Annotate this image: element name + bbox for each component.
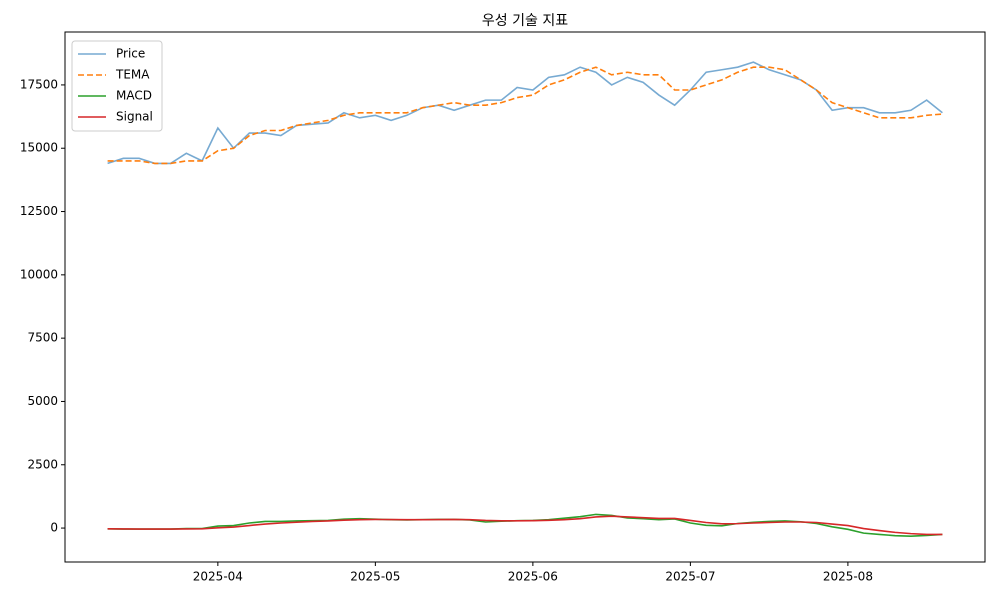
y-tick-label: 5000 (27, 394, 58, 408)
x-tick-label: 2025-06 (508, 570, 558, 584)
y-tick-label: 12500 (20, 204, 58, 218)
y-tick-label: 10000 (20, 267, 58, 281)
legend-label: Signal (116, 110, 153, 124)
series-line (107, 66, 943, 165)
y-tick-label: 7500 (27, 331, 58, 345)
chart-title: 우성 기술 지표 (482, 13, 568, 29)
legend-box (71, 40, 163, 132)
series-line (107, 513, 943, 537)
y-tick-label: 2500 (27, 457, 58, 471)
plot-frame (64, 31, 986, 563)
y-tick-label: 15000 (20, 141, 58, 155)
x-tick-label: 2025-04 (193, 570, 243, 584)
y-tick-label: 0 (50, 521, 58, 535)
series-line (107, 515, 943, 536)
legend-label: MACD (116, 89, 152, 103)
x-tick-label: 2025-08 (823, 570, 873, 584)
x-tick-label: 2025-05 (350, 570, 400, 584)
legend-label: TEMA (115, 68, 150, 82)
x-tick-label: 2025-07 (665, 570, 715, 584)
legend-label: Price (116, 47, 145, 61)
y-tick-label: 17500 (20, 77, 58, 91)
